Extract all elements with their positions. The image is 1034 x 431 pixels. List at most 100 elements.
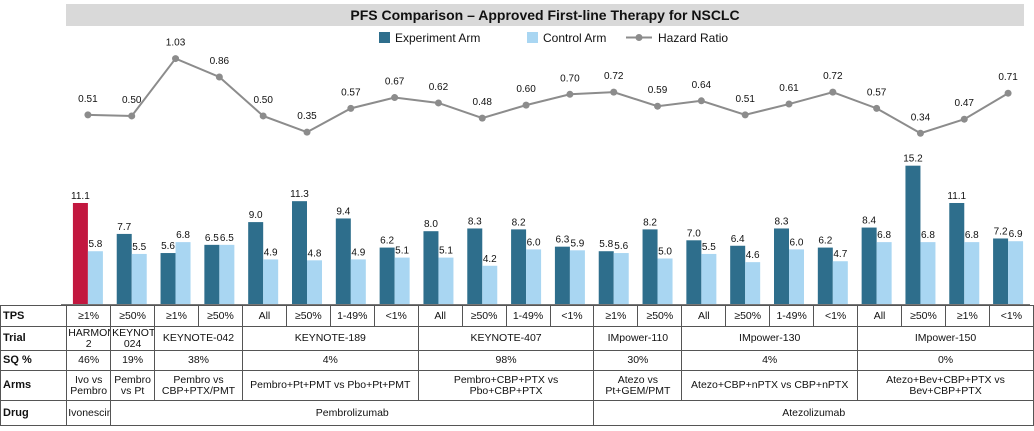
hazard-ratio-label: 0.70 <box>560 73 580 84</box>
tps-cell: ≥50% <box>110 305 156 327</box>
experiment-value-label: 5.8 <box>599 239 613 250</box>
control-bar <box>350 259 366 304</box>
hazard-ratio-point <box>654 102 662 110</box>
experiment-bar <box>861 227 877 304</box>
hazard-ratio-label: 0.57 <box>341 87 361 98</box>
control-value-label: 5.1 <box>395 246 409 257</box>
control-bar <box>920 242 936 304</box>
trial-row: Trial HARMONi-2KEYNOTE-024KEYNOTE-042KEY… <box>0 326 1034 351</box>
bar-group <box>72 165 1024 304</box>
tps-cell: All <box>681 305 727 327</box>
experiment-bar <box>423 231 439 304</box>
control-value-label: 6.0 <box>790 237 804 248</box>
control-bar <box>832 261 848 304</box>
hazard-ratio-point <box>960 115 968 123</box>
control-bar <box>1008 241 1024 304</box>
control-value-label: 6.0 <box>527 237 541 248</box>
tps-cell: ≥1% <box>66 305 112 327</box>
tps-cell: 1-49% <box>329 305 375 327</box>
experiment-bar <box>905 165 921 304</box>
trial-cell: IMpower-110 <box>593 326 683 351</box>
control-bar <box>964 242 980 304</box>
experiment-bar <box>949 202 965 304</box>
legend-experiment-label: Experiment Arm <box>395 31 480 45</box>
experiment-value-label: 11.3 <box>290 189 309 200</box>
hazard-ratio-label: 0.64 <box>692 80 712 91</box>
drug-cell: Ivonescimab <box>66 400 112 426</box>
experiment-bar <box>993 238 1009 304</box>
hazard-ratio-point <box>697 97 705 105</box>
arms-cell: Pembro+Pt+PMT vs Pbo+Pt+PMT <box>241 370 419 401</box>
hazard-ratio-point <box>741 111 749 119</box>
experiment-bar <box>72 202 88 304</box>
hazard-ratio-point <box>434 99 442 107</box>
tps-cell: <1% <box>988 305 1034 327</box>
control-bar <box>307 260 322 304</box>
drug-cell: Pembrolizumab <box>110 400 595 426</box>
experiment-bar <box>598 251 614 304</box>
tps-cell: <1% <box>549 305 595 327</box>
control-value-label: 5.5 <box>702 242 716 253</box>
experiment-bar <box>467 228 483 304</box>
hazard-ratio-label: 0.67 <box>385 77 405 88</box>
experiment-value-label: 8.3 <box>468 216 482 227</box>
legend-control-label: Control Arm <box>543 31 606 45</box>
legend-experiment-swatch <box>379 32 390 43</box>
experiment-value-label: 8.0 <box>424 219 438 230</box>
control-bar <box>131 253 147 304</box>
control-bar <box>876 242 892 304</box>
hazard-ratio-label: 0.72 <box>823 71 843 82</box>
arms-row: Arms Ivo vs Pembro Pembro vs Pt Pembro vs … <box>0 370 1034 401</box>
control-value-label: 6.8 <box>965 230 979 241</box>
experiment-value-label: 7.0 <box>687 228 701 239</box>
experiment-value-label: 6.3 <box>555 235 569 246</box>
hazard-ratio-point <box>303 128 311 136</box>
sq-cell: 4% <box>241 350 419 371</box>
control-bar <box>394 257 410 304</box>
trial-cell: IMpower-130 <box>681 326 859 351</box>
drug-row: Drug IvonescimabPembrolizumabAtezolizuma… <box>0 400 1034 426</box>
experiment-bar <box>511 229 527 304</box>
drug-row-label: Drug <box>0 400 68 426</box>
control-bar <box>438 257 454 304</box>
control-value-label: 5.6 <box>614 241 628 252</box>
control-bar <box>482 265 498 304</box>
control-value-label: 6.9 <box>1009 229 1023 240</box>
hazard-ratio-label: 0.62 <box>429 82 449 93</box>
hazard-ratio-label: 0.72 <box>604 71 624 82</box>
tps-cell: ≥50% <box>901 305 946 327</box>
control-value-label: 6.8 <box>176 230 190 241</box>
tps-cell: All <box>241 305 287 327</box>
trial-cell: KEYNOTE-042 <box>154 326 243 351</box>
experiment-value-label: 8.4 <box>862 216 876 227</box>
control-value-label: 5.0 <box>658 247 672 258</box>
experiment-bar <box>292 201 307 304</box>
control-value-label: 5.8 <box>88 239 102 250</box>
hazard-ratio-label: 0.59 <box>648 85 668 96</box>
control-bar <box>569 250 585 304</box>
hazard-ratio-point <box>873 104 881 112</box>
arms-cell: Atezo vs Pt+GEM/PMT <box>593 370 683 401</box>
control-value-label: 4.9 <box>264 247 278 258</box>
hazard-ratio-group <box>84 55 1012 137</box>
control-bar <box>87 251 103 304</box>
experiment-value-label: 15.2 <box>903 154 923 165</box>
sq-cell: 30% <box>593 350 683 371</box>
arms-cell: Pembro vs CBP+PTX/PMT <box>154 370 243 401</box>
control-value-label: 5.5 <box>132 242 146 253</box>
control-value-label: 6.5 <box>220 233 234 244</box>
control-bar <box>613 253 629 304</box>
tps-cell: 1-49% <box>505 305 551 327</box>
sq-row-label: SQ % <box>0 350 68 371</box>
hazard-ratio-label: 0.57 <box>867 87 887 98</box>
tps-cell: ≥50% <box>285 305 331 327</box>
hazard-ratio-point <box>478 114 486 122</box>
tps-cell: <1% <box>813 305 859 327</box>
control-value-label: 5.9 <box>570 238 584 249</box>
experiment-value-label: 7.2 <box>994 226 1008 237</box>
hazard-ratio-point <box>347 104 355 112</box>
title-band <box>66 4 1024 26</box>
arms-cell: Atezo+CBP+nPTX vs CBP+nPTX <box>681 370 859 401</box>
trial-cell: KEYNOTE-407 <box>417 326 595 351</box>
control-value-label: 6.8 <box>877 230 891 241</box>
